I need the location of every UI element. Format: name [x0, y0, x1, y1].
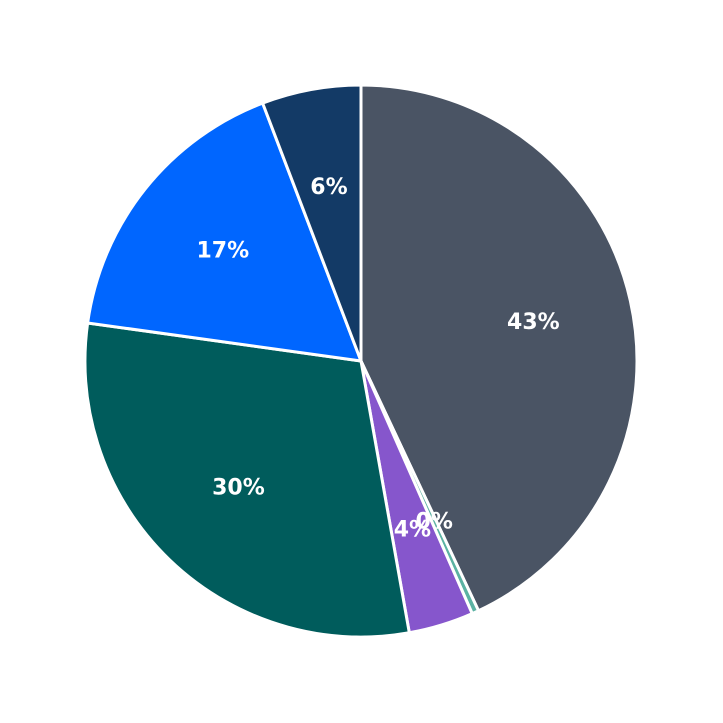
pie-slice-0: [359, 83, 639, 613]
pie-slice-label-2: 4%: [394, 517, 431, 542]
pie-slice-label-4: 17%: [196, 238, 249, 263]
pie-slice-label-1: 0%: [416, 509, 453, 534]
pie-slice-5: [261, 83, 363, 363]
pie-slice-4: [86, 101, 363, 363]
pie-slice-label-5: 6%: [310, 175, 347, 200]
pie-slice-label-3: 30%: [212, 476, 265, 501]
pie-slices: [83, 83, 639, 639]
pie-slice-3: [83, 321, 411, 639]
pie-slice-label-0: 43%: [507, 310, 560, 335]
pie-labels: 43% 0%4% 30% 17% 6%: [196, 175, 559, 543]
